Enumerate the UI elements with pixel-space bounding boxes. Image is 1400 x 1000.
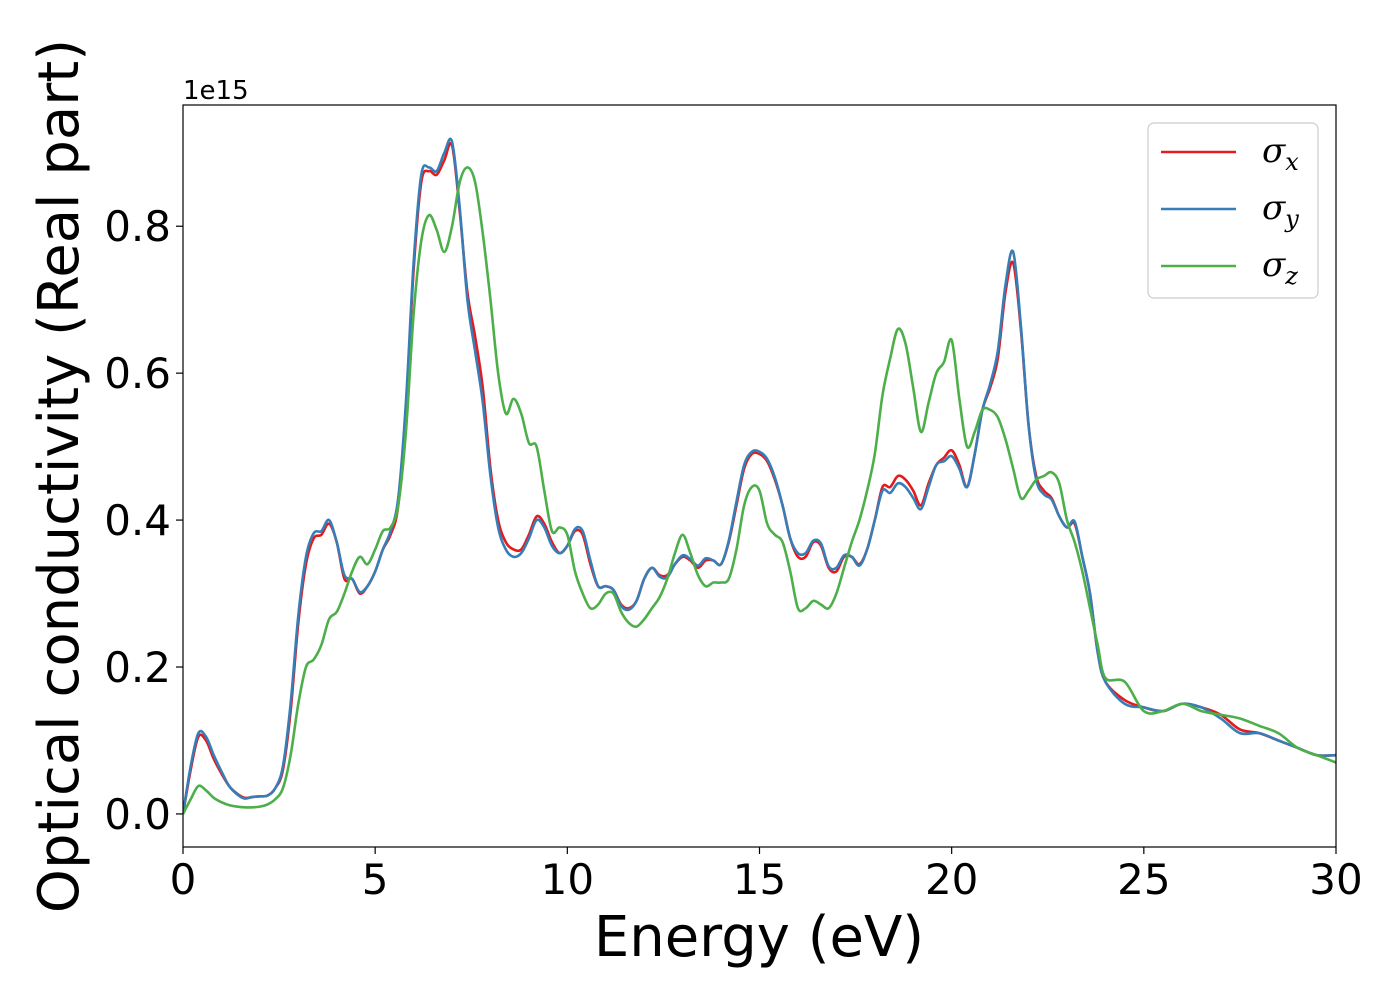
legend-label-z: σz (1262, 245, 1298, 290)
legend-subscript: z (1284, 262, 1298, 290)
legend-label-y: σy (1262, 188, 1299, 233)
y-axis-label: Optical conductivity (Real part) (27, 39, 92, 913)
legend-symbol: σ (1262, 188, 1286, 228)
x-tick-label: 15 (733, 855, 786, 904)
y-tick-label: 0.2 (104, 643, 171, 692)
x-tick-label: 20 (925, 855, 978, 904)
x-tick-label: 30 (1309, 855, 1362, 904)
x-tick-label: 0 (170, 855, 197, 904)
y-offset-label: 1e15 (183, 76, 249, 106)
x-axis: 0 5 10 15 20 25 30 (170, 847, 1363, 904)
legend-box (1147, 122, 1319, 299)
x-axis-label: Energy (eV) (594, 905, 924, 970)
y-tick-label: 0.6 (104, 349, 171, 398)
legend-symbol: σ (1262, 131, 1286, 171)
legend-subscript: y (1284, 205, 1299, 233)
legend-symbol: σ (1262, 245, 1286, 285)
legend-subscript: x (1285, 148, 1299, 176)
legend-label-x: σx (1262, 131, 1299, 176)
y-tick-label: 0.0 (104, 790, 171, 839)
x-tick-label: 25 (1117, 855, 1170, 904)
y-axis: 0.0 0.2 0.4 0.6 0.8 (104, 202, 183, 839)
y-tick-label: 0.4 (104, 496, 171, 545)
series-line-z (183, 166, 1336, 815)
x-tick-label: 5 (362, 855, 389, 904)
series-layer (183, 137, 1336, 815)
y-tick-label: 0.8 (104, 202, 171, 251)
series-line-y (183, 137, 1336, 815)
x-tick-label: 10 (541, 855, 594, 904)
